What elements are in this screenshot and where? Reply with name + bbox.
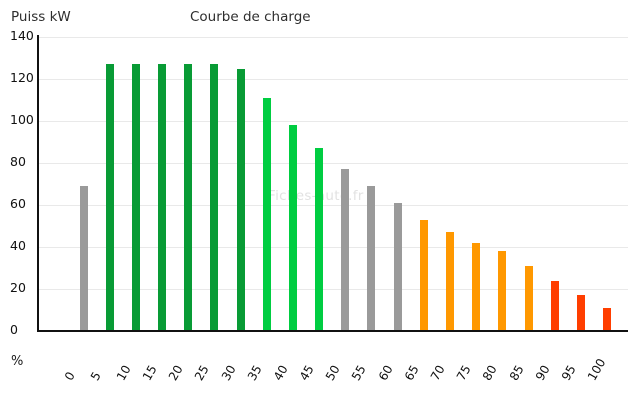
x-tick-label-5: 5	[87, 369, 104, 383]
x-tick-label-85: 85	[506, 362, 527, 383]
y-axis-title: Puiss kW	[11, 9, 71, 25]
y-tick-label-0: 0	[10, 322, 18, 337]
bar-40pct	[288, 125, 297, 331]
gridline-40	[38, 247, 628, 248]
x-axis-title: %	[11, 354, 24, 369]
y-tick-label-40: 40	[10, 238, 26, 253]
x-tick-label-50: 50	[323, 362, 343, 383]
plot-area	[38, 37, 628, 331]
y-tick-label-20: 20	[10, 280, 26, 295]
x-tick-label-25: 25	[192, 362, 213, 383]
gridline-120	[38, 79, 628, 80]
x-tick-label-80: 80	[480, 362, 501, 383]
bar-95pct	[576, 295, 585, 331]
bar-65pct	[419, 219, 428, 331]
bar-100pct	[603, 307, 612, 331]
x-tick-label-10: 10	[113, 362, 134, 383]
x-tick-label-100: 100	[584, 356, 609, 383]
bar-35pct	[262, 97, 271, 331]
gridline-100	[38, 121, 628, 122]
y-tick-label-60: 60	[10, 196, 26, 211]
x-tick-label-95: 95	[558, 362, 579, 383]
gridline-20	[38, 289, 628, 290]
bar-60pct	[393, 202, 402, 331]
gridline-140	[38, 37, 628, 38]
gridline-80	[38, 163, 628, 164]
bar-80pct	[498, 251, 507, 331]
chart-title: Courbe de charge	[190, 9, 311, 25]
bar-20pct	[184, 64, 193, 331]
bar-25pct	[210, 64, 219, 331]
x-tick-label-55: 55	[349, 362, 370, 383]
bar-15pct	[158, 64, 167, 331]
x-tick-label-30: 30	[218, 362, 239, 383]
bar-75pct	[472, 242, 481, 331]
bar-45pct	[315, 148, 324, 331]
x-tick-label-20: 20	[166, 362, 186, 383]
bar-70pct	[446, 232, 455, 331]
x-tick-label-40: 40	[270, 362, 291, 383]
y-axis-line	[37, 35, 39, 332]
x-tick-label-15: 15	[139, 362, 160, 383]
bar-10pct	[131, 64, 140, 331]
x-tick-label-65: 65	[401, 362, 422, 383]
x-tick-label-75: 75	[454, 362, 474, 383]
bar-85pct	[524, 265, 533, 331]
x-axis-line	[37, 330, 628, 332]
y-tick-label-120: 120	[10, 70, 34, 85]
bar-0pct	[79, 186, 88, 331]
bar-50pct	[341, 169, 350, 331]
x-tick-label-90: 90	[532, 362, 553, 383]
bar-90pct	[550, 280, 559, 331]
x-tick-label-45: 45	[296, 362, 317, 383]
x-tick-label-60: 60	[375, 362, 396, 383]
y-tick-label-140: 140	[10, 28, 34, 43]
gridline-60	[38, 205, 628, 206]
y-tick-label-100: 100	[10, 112, 34, 127]
x-tick-label-35: 35	[244, 362, 265, 383]
x-tick-label-0: 0	[61, 369, 78, 383]
bar-55pct	[367, 186, 376, 331]
x-tick-label-70: 70	[427, 362, 448, 383]
bar-30pct	[236, 68, 245, 331]
y-tick-label-80: 80	[10, 154, 26, 169]
bar-5pct	[105, 64, 114, 331]
